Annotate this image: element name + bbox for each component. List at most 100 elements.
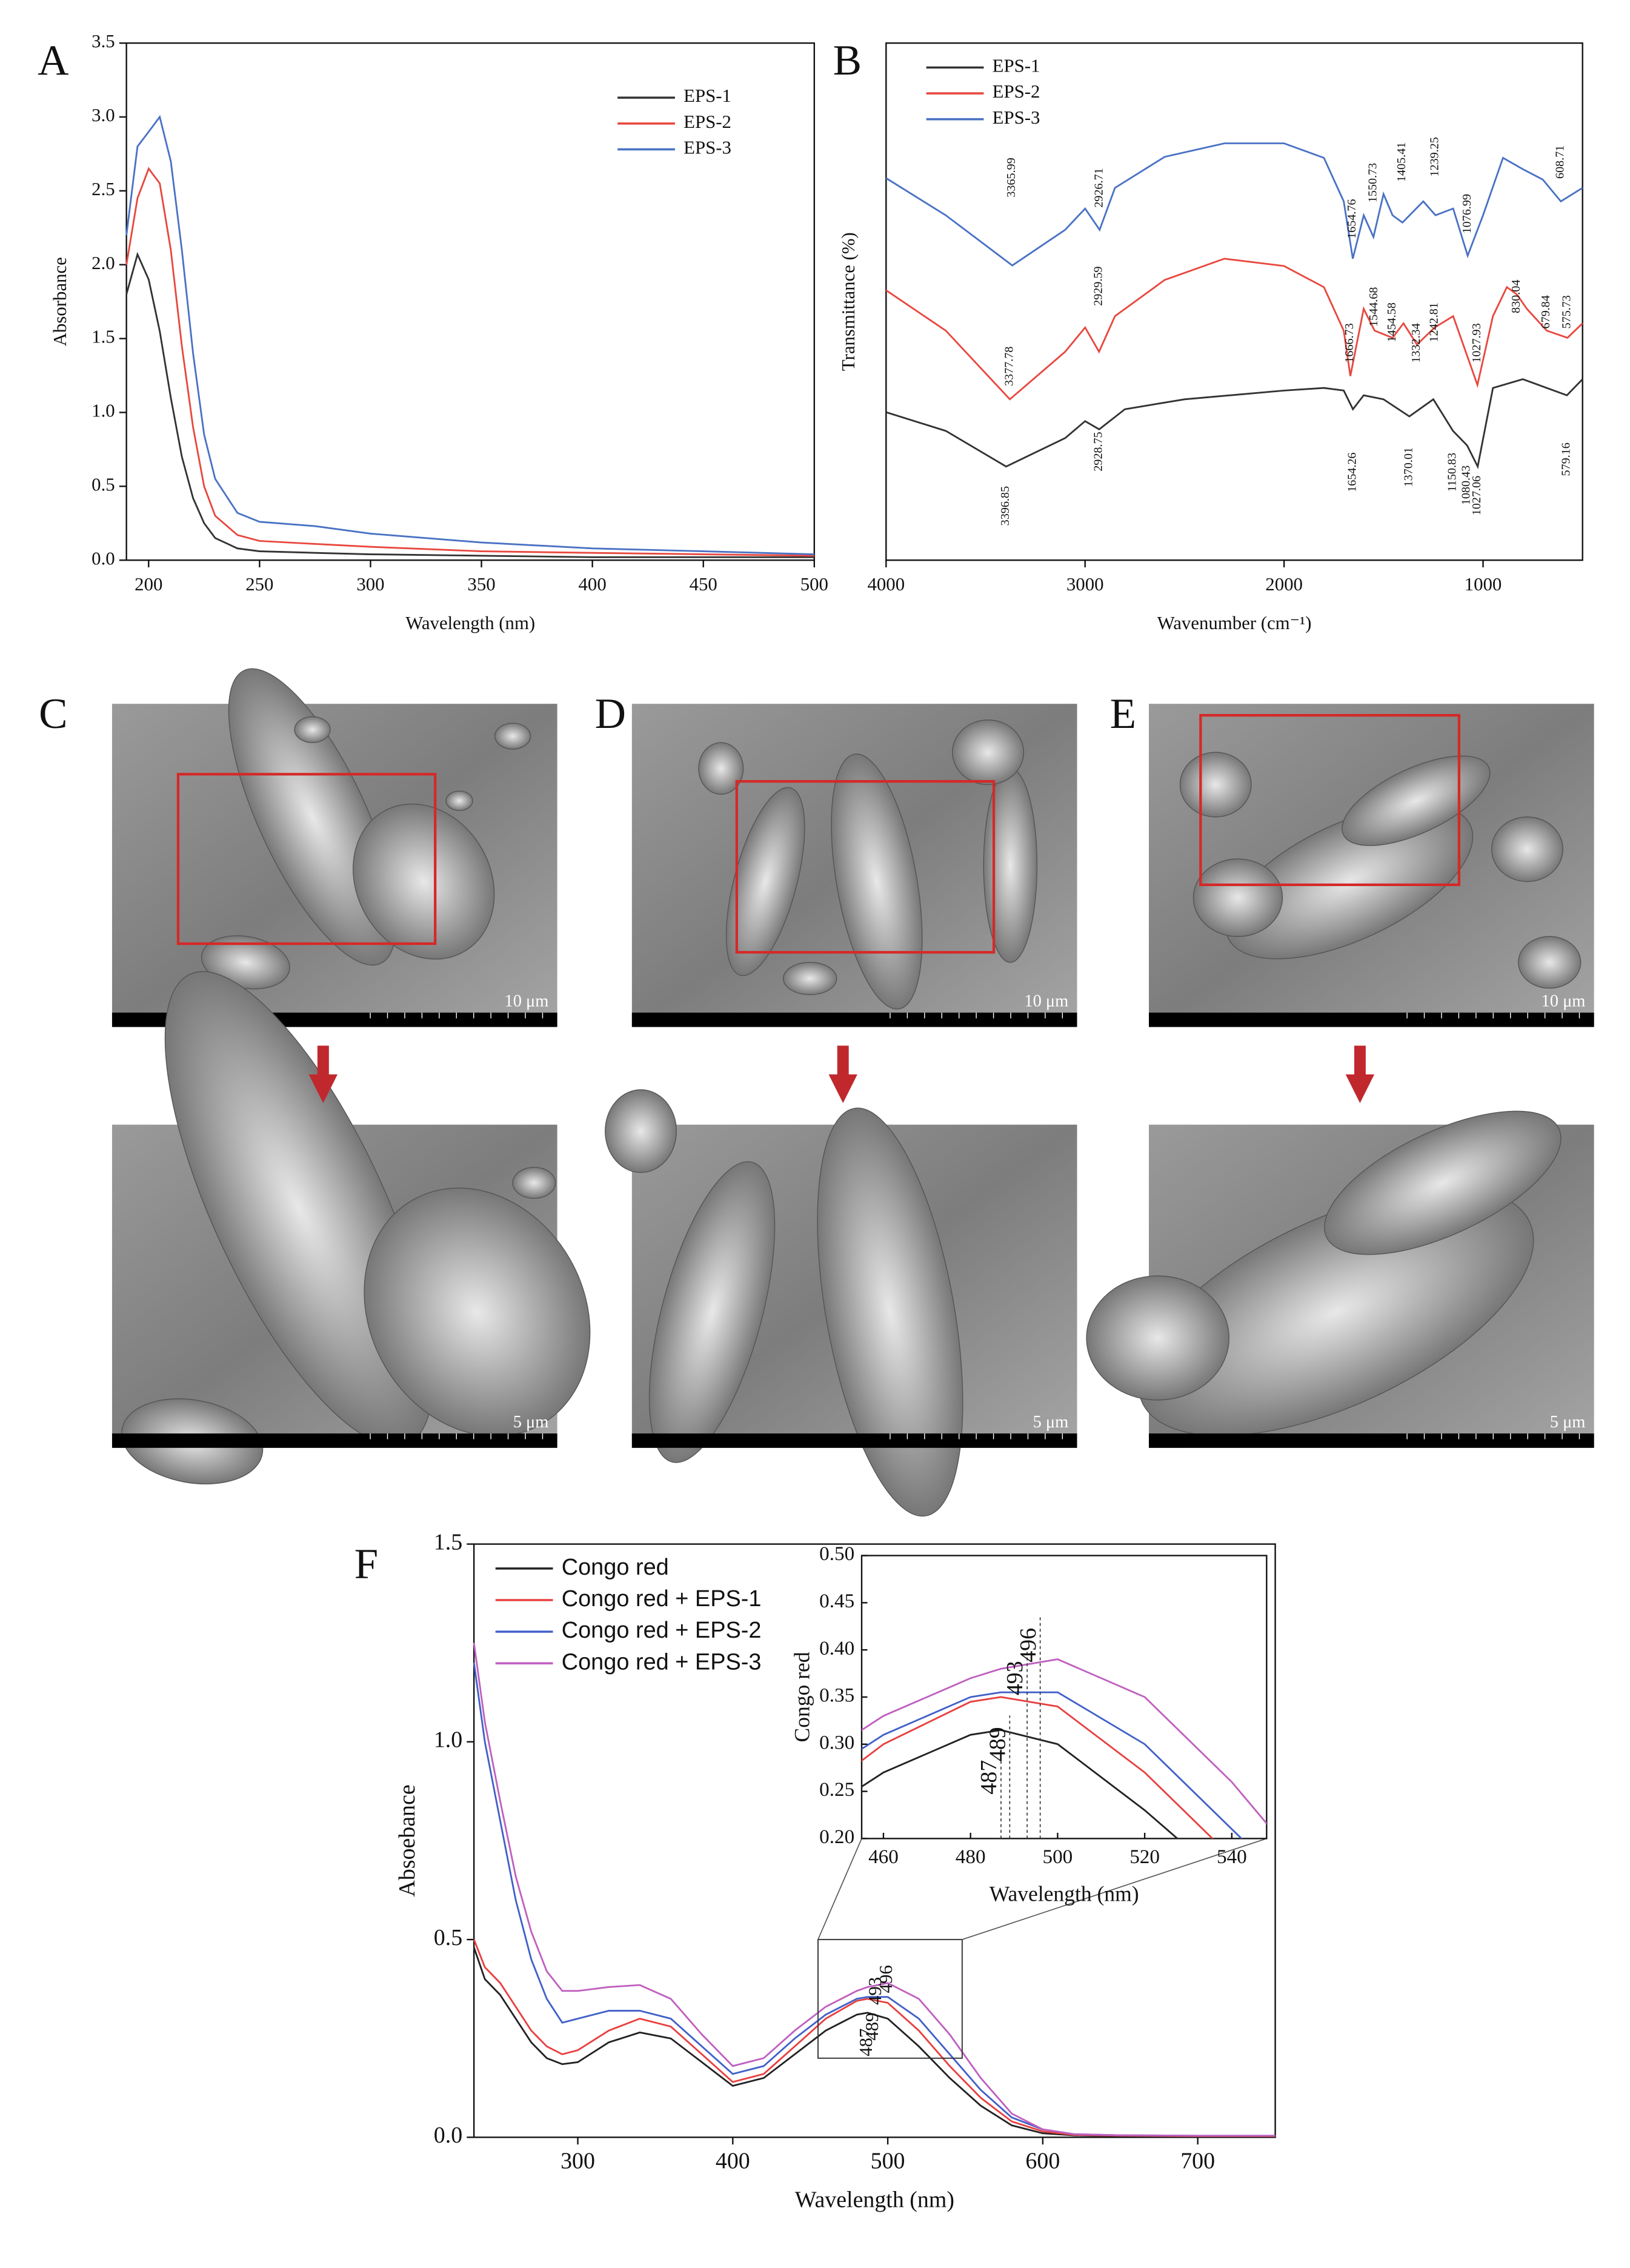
legend-label: EPS-1 bbox=[993, 55, 1040, 76]
peak-label: 1454.58 bbox=[1385, 302, 1399, 342]
peak-label: 679.84 bbox=[1539, 295, 1552, 329]
series-line bbox=[885, 378, 1583, 470]
scale-bar bbox=[1148, 1433, 1594, 1448]
x-tick-label: 350 bbox=[467, 574, 495, 595]
x-tick-label: 300 bbox=[356, 574, 384, 595]
scale-label: 5 μm bbox=[1550, 1413, 1586, 1432]
zoom-connector bbox=[962, 1838, 1267, 1940]
zoom-region bbox=[176, 773, 437, 946]
sem-image: 10 μm bbox=[631, 704, 1077, 1027]
panel-label: A bbox=[38, 37, 68, 84]
inset: 460 480 500 520 540 0.20 0.25 0.30 0.35 0.40 0.45 0… bbox=[790, 1543, 1268, 1906]
peak-label: 1666.73 bbox=[1343, 323, 1356, 362]
arrow-shaft bbox=[317, 1046, 329, 1078]
chart-1: B 4000 3000 2000 1000 Wavenumber (cm⁻¹) Transm… bbox=[833, 37, 1583, 633]
peak-label: 1239.25 bbox=[1428, 137, 1442, 176]
sem-particle bbox=[1179, 752, 1252, 818]
peak-label: 1332.34 bbox=[1409, 323, 1423, 362]
inset-y-tick-label: 0.45 bbox=[819, 1590, 854, 1612]
series-line bbox=[473, 1643, 1276, 2137]
arrow-head bbox=[828, 1074, 857, 1104]
x-tick-label: 200 bbox=[135, 574, 162, 595]
peak-label: 1027.06 bbox=[1470, 476, 1483, 515]
y-axis-label: Transmittance (%) bbox=[838, 232, 859, 371]
series-line bbox=[473, 1947, 1276, 2138]
peak-label: 1150.83 bbox=[1446, 453, 1459, 492]
x-tick-label: 1000 bbox=[1465, 574, 1502, 595]
y-tick-label: 3.5 bbox=[91, 31, 115, 52]
chart-2: F 300 400 500 600 700 0.0 0.5 1.0 1.5 Wavelength (… bbox=[354, 1529, 1276, 2213]
peak-label: 2926.71 bbox=[1092, 168, 1105, 207]
series-line bbox=[473, 1663, 1276, 2137]
series-line bbox=[125, 115, 814, 555]
x-tick-label: 600 bbox=[1025, 2149, 1060, 2174]
peak-label: 1654.26 bbox=[1345, 453, 1359, 492]
peak-label: 1242.81 bbox=[1427, 302, 1440, 342]
zoom-connector bbox=[817, 1838, 862, 1940]
sem-particle bbox=[1491, 816, 1563, 882]
sem-particle bbox=[445, 790, 473, 811]
peak-label: 1654.76 bbox=[1345, 199, 1359, 238]
legend-label: EPS-2 bbox=[684, 112, 731, 132]
inset-peak-label: 489 bbox=[985, 1727, 1010, 1761]
sem-image: 5 μm bbox=[111, 971, 591, 1485]
y-tick-label: 0.5 bbox=[91, 474, 115, 495]
inset-x-label: Wavelength (nm) bbox=[990, 1881, 1139, 1906]
inset-peak-label: 487 bbox=[976, 1760, 1002, 1795]
sem-image: 5 μm bbox=[605, 1089, 1077, 1517]
y-tick-label: 0.0 bbox=[434, 2123, 462, 2148]
series-line bbox=[885, 258, 1583, 401]
x-tick-label: 400 bbox=[579, 574, 607, 595]
inset-x-tick-label: 540 bbox=[1217, 1846, 1247, 1868]
series-line bbox=[125, 167, 814, 557]
arrow-head bbox=[308, 1074, 338, 1104]
panel-label: F bbox=[354, 1541, 379, 1588]
scale-bar bbox=[111, 1433, 557, 1448]
sem-particle bbox=[648, 1161, 776, 1463]
panel-label: C bbox=[39, 690, 67, 738]
inset-x-tick-label: 460 bbox=[868, 1846, 899, 1868]
sem-image: 10 μm bbox=[1148, 704, 1594, 1027]
peak-label: 3396.85 bbox=[999, 486, 1012, 525]
y-tick-label: 3.0 bbox=[91, 105, 115, 125]
plot-frame bbox=[473, 1543, 1276, 2138]
sem-particle bbox=[294, 716, 331, 743]
sem-particle bbox=[1225, 804, 1474, 959]
x-tick-label: 250 bbox=[245, 574, 273, 595]
sem-particle bbox=[1086, 1275, 1229, 1401]
x-tick-label: 450 bbox=[690, 574, 717, 595]
sem-particle bbox=[725, 787, 805, 976]
sem-particle bbox=[364, 1187, 591, 1437]
scale-label: 5 μm bbox=[1033, 1413, 1069, 1432]
peak-label: 1027.93 bbox=[1470, 323, 1483, 362]
peak-label: 1544.68 bbox=[1367, 287, 1380, 326]
plot-frame bbox=[125, 42, 815, 561]
x-tick-label: 4000 bbox=[868, 574, 905, 595]
plot-frame bbox=[885, 42, 1583, 561]
inset-x-tick-label: 520 bbox=[1129, 1846, 1160, 1868]
peak-label: 608.71 bbox=[1554, 145, 1567, 179]
y-tick-label: 1.0 bbox=[434, 1727, 462, 1753]
peak-label: 493 bbox=[865, 1977, 885, 2005]
x-tick-label: 500 bbox=[871, 2149, 905, 2174]
inset-x-tick-label: 500 bbox=[1043, 1846, 1073, 1868]
peak-label: 487 bbox=[856, 2029, 876, 2056]
legend-label: Congo red bbox=[562, 1555, 669, 1580]
scale-bar bbox=[631, 1433, 1077, 1448]
sem-particle bbox=[817, 1107, 963, 1517]
chart-0: A 200 250 300 350 400 450 500 0.0 0.5 1.0 1.5 2.0 2.5… bbox=[38, 31, 828, 633]
sem-particle bbox=[698, 742, 744, 795]
peak-label: 1405.41 bbox=[1395, 142, 1408, 182]
sem-particle bbox=[353, 803, 495, 960]
y-tick-label: 1.5 bbox=[434, 1529, 462, 1555]
y-tick-label: 1.5 bbox=[91, 327, 115, 347]
y-tick-label: 2.5 bbox=[91, 179, 115, 199]
scale-label: 10 μm bbox=[1542, 992, 1586, 1011]
peak-label: 1080.43 bbox=[1460, 465, 1473, 505]
peak-label: 2929.59 bbox=[1091, 266, 1105, 305]
x-axis-label: Wavelength (nm) bbox=[795, 2187, 954, 2213]
legend-label: EPS-1 bbox=[684, 85, 731, 106]
sem-particle bbox=[983, 768, 1038, 963]
panel-label: E bbox=[1110, 690, 1136, 738]
legend-label: EPS-2 bbox=[993, 81, 1040, 102]
